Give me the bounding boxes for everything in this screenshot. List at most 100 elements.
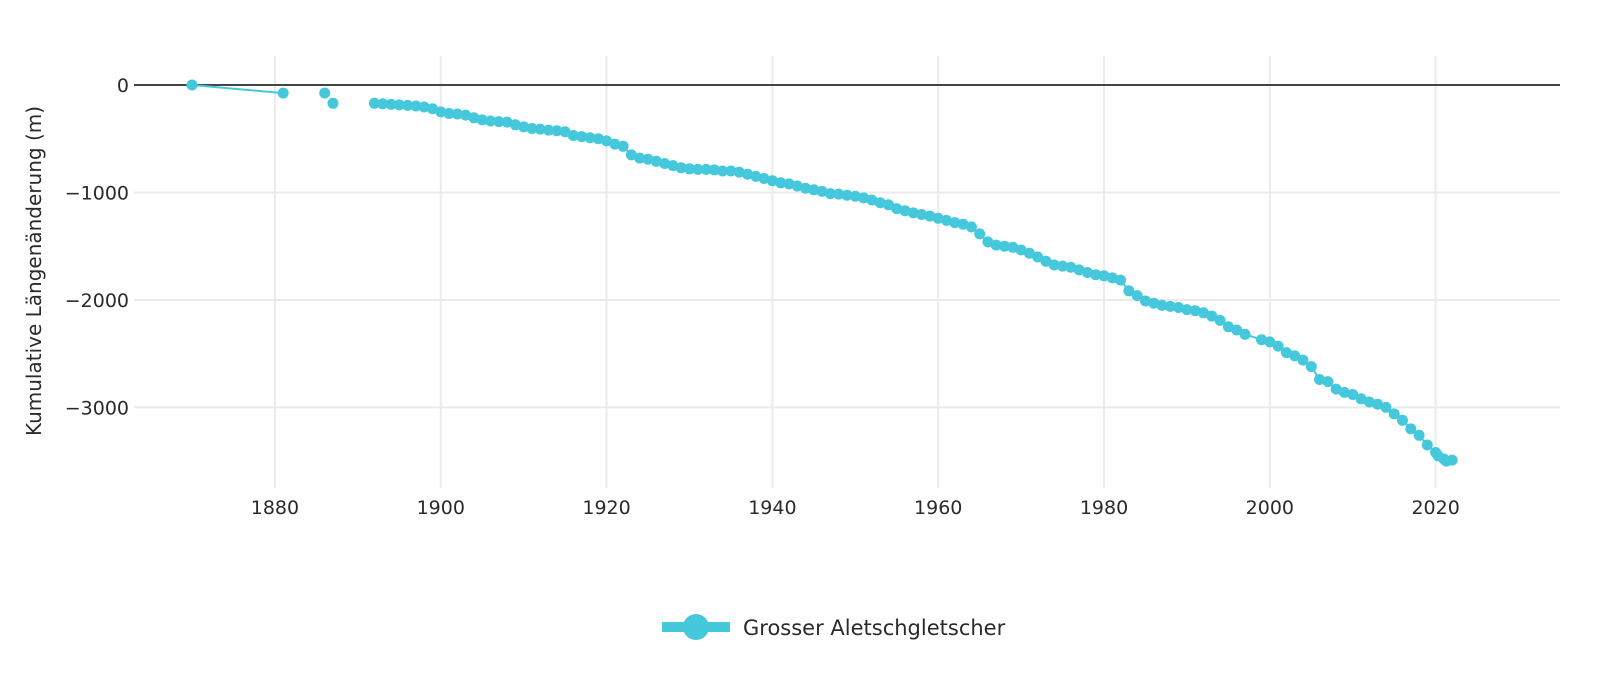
data-point[interactable]: [460, 109, 472, 121]
data-point[interactable]: [999, 240, 1010, 252]
data-point[interactable]: [1040, 255, 1052, 267]
data-point[interactable]: [742, 168, 753, 180]
data-point[interactable]: [841, 189, 853, 201]
data-point[interactable]: [402, 99, 414, 111]
data-point[interactable]: [1123, 285, 1135, 297]
data-point[interactable]: [1015, 244, 1027, 256]
data-point[interactable]: [385, 98, 397, 110]
data-point[interactable]: [974, 228, 986, 240]
data-point[interactable]: [1297, 354, 1309, 366]
data-point[interactable]: [932, 212, 944, 224]
data-point[interactable]: [567, 130, 579, 141]
data-point[interactable]: [1065, 261, 1077, 273]
data-point[interactable]: [684, 163, 695, 175]
data-point[interactable]: [1164, 300, 1176, 312]
data-point[interactable]: [468, 112, 480, 124]
data-point[interactable]: [1322, 376, 1334, 388]
data-point[interactable]: [1446, 454, 1458, 466]
data-point[interactable]: [592, 133, 604, 145]
data-point[interactable]: [443, 108, 455, 119]
data-point[interactable]: [1289, 350, 1301, 362]
data-point[interactable]: [584, 132, 596, 144]
data-point[interactable]: [758, 173, 770, 184]
data-point[interactable]: [576, 131, 588, 143]
data-point[interactable]: [625, 149, 637, 161]
data-point[interactable]: [883, 199, 894, 211]
data-point[interactable]: [990, 239, 1002, 251]
data-point[interactable]: [1372, 398, 1384, 410]
data-point[interactable]: [1222, 321, 1234, 333]
data-point[interactable]: [493, 116, 505, 128]
data-point[interactable]: [1032, 251, 1044, 263]
data-point[interactable]: [949, 217, 961, 229]
data-point[interactable]: [1347, 389, 1359, 400]
data-point[interactable]: [1280, 347, 1292, 359]
data-point[interactable]: [766, 175, 778, 187]
data-point[interactable]: [1057, 260, 1069, 272]
data-point[interactable]: [866, 194, 878, 206]
data-point[interactable]: [476, 114, 488, 126]
data-point[interactable]: [377, 98, 389, 110]
data-point[interactable]: [509, 119, 521, 131]
data-point[interactable]: [957, 218, 969, 230]
data-point[interactable]: [427, 103, 438, 115]
data-point[interactable]: [1405, 423, 1417, 435]
data-point[interactable]: [1272, 340, 1284, 352]
data-point[interactable]: [858, 192, 870, 204]
data-point[interactable]: [1048, 259, 1060, 271]
data-point[interactable]: [808, 184, 820, 196]
data-point[interactable]: [485, 115, 496, 127]
data-point[interactable]: [1231, 324, 1243, 336]
data-point[interactable]: [1256, 334, 1267, 346]
legend[interactable]: Grosser Aletschgletscher: [662, 614, 1006, 640]
data-point[interactable]: [675, 162, 687, 174]
data-point[interactable]: [1380, 401, 1392, 413]
data-point[interactable]: [667, 160, 679, 172]
data-point[interactable]: [907, 207, 919, 219]
data-point[interactable]: [1156, 299, 1168, 311]
data-point[interactable]: [1106, 272, 1118, 284]
data-point[interactable]: [816, 185, 828, 197]
data-point[interactable]: [534, 123, 546, 135]
data-point[interactable]: [368, 97, 380, 109]
data-point[interactable]: [874, 197, 886, 209]
data-point[interactable]: [559, 126, 571, 138]
data-point[interactable]: [1181, 304, 1193, 316]
data-point[interactable]: [1413, 429, 1425, 441]
data-point[interactable]: [800, 182, 811, 194]
data-point[interactable]: [1140, 295, 1151, 307]
data-point[interactable]: [1098, 270, 1110, 282]
data-point[interactable]: [1388, 408, 1400, 420]
data-point[interactable]: [451, 108, 463, 120]
data-point[interactable]: [783, 178, 795, 190]
data-point[interactable]: [319, 87, 331, 99]
data-point[interactable]: [1115, 274, 1127, 286]
data-point[interactable]: [1264, 336, 1276, 348]
data-point[interactable]: [1338, 386, 1350, 398]
data-point[interactable]: [849, 190, 861, 202]
data-point[interactable]: [1305, 361, 1317, 373]
data-point[interactable]: [1239, 328, 1251, 340]
data-point[interactable]: [1198, 307, 1209, 319]
data-point[interactable]: [833, 188, 845, 200]
data-point[interactable]: [725, 165, 737, 177]
data-point[interactable]: [418, 101, 430, 113]
data-point[interactable]: [982, 236, 994, 248]
data-point[interactable]: [659, 158, 671, 169]
data-point[interactable]: [634, 152, 646, 164]
data-point[interactable]: [277, 87, 289, 99]
data-point[interactable]: [617, 140, 629, 152]
data-point[interactable]: [526, 123, 538, 134]
data-point[interactable]: [1090, 269, 1102, 281]
data-point[interactable]: [1214, 314, 1226, 326]
data-point[interactable]: [601, 135, 613, 147]
data-point[interactable]: [692, 163, 704, 175]
data-point[interactable]: [551, 125, 563, 137]
data-point[interactable]: [1363, 396, 1375, 408]
data-point[interactable]: [1073, 264, 1085, 276]
data-point[interactable]: [1421, 439, 1433, 451]
data-point[interactable]: [518, 121, 530, 133]
data-point[interactable]: [543, 124, 554, 136]
data-point[interactable]: [327, 97, 339, 109]
data-point[interactable]: [750, 170, 762, 182]
